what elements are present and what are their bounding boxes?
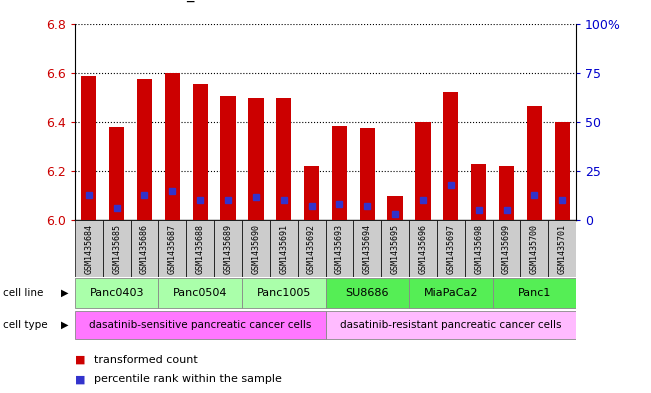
- Bar: [75, 278, 158, 308]
- Bar: [415, 122, 430, 220]
- Bar: [242, 220, 270, 277]
- Text: dasatinib-resistant pancreatic cancer cells: dasatinib-resistant pancreatic cancer ce…: [340, 320, 562, 330]
- Bar: [75, 311, 326, 339]
- Bar: [158, 220, 186, 277]
- Text: Panc0504: Panc0504: [173, 288, 227, 298]
- Bar: [359, 128, 375, 220]
- Bar: [304, 166, 319, 220]
- Text: GSM1435691: GSM1435691: [279, 224, 288, 274]
- Bar: [555, 122, 570, 220]
- Text: GSM1435697: GSM1435697: [447, 224, 455, 274]
- Text: ▶: ▶: [61, 320, 68, 330]
- Bar: [186, 220, 214, 277]
- Text: cell line: cell line: [3, 288, 44, 298]
- Bar: [381, 220, 409, 277]
- Text: GSM1435688: GSM1435688: [196, 224, 204, 274]
- Bar: [158, 278, 242, 308]
- Text: GSM1435693: GSM1435693: [335, 224, 344, 274]
- Text: GSM1435701: GSM1435701: [558, 224, 567, 274]
- Bar: [193, 84, 208, 220]
- Text: GDS5627 / ILMN_2259467: GDS5627 / ILMN_2259467: [68, 0, 260, 2]
- Bar: [465, 220, 493, 277]
- Text: Panc0403: Panc0403: [89, 288, 144, 298]
- Text: MiaPaCa2: MiaPaCa2: [424, 288, 478, 298]
- Bar: [353, 220, 381, 277]
- Text: GSM1435696: GSM1435696: [419, 224, 428, 274]
- Text: GSM1435699: GSM1435699: [502, 224, 511, 274]
- Text: GSM1435698: GSM1435698: [474, 224, 483, 274]
- Bar: [298, 220, 326, 277]
- Bar: [409, 278, 493, 308]
- Bar: [214, 220, 242, 277]
- Text: GSM1435700: GSM1435700: [530, 224, 539, 274]
- Bar: [493, 220, 520, 277]
- Text: dasatinib-sensitive pancreatic cancer cells: dasatinib-sensitive pancreatic cancer ce…: [89, 320, 311, 330]
- Text: GSM1435685: GSM1435685: [112, 224, 121, 274]
- Bar: [103, 220, 131, 277]
- Bar: [326, 220, 353, 277]
- Bar: [499, 166, 514, 220]
- Text: ■: ■: [75, 374, 85, 384]
- Text: transformed count: transformed count: [94, 354, 198, 365]
- Bar: [527, 106, 542, 220]
- Bar: [443, 92, 458, 220]
- Bar: [137, 79, 152, 220]
- Text: cell type: cell type: [3, 320, 48, 330]
- Bar: [548, 220, 576, 277]
- Text: GSM1435689: GSM1435689: [223, 224, 232, 274]
- Bar: [409, 220, 437, 277]
- Bar: [165, 73, 180, 220]
- Bar: [221, 96, 236, 220]
- Text: Panc1: Panc1: [518, 288, 551, 298]
- Text: Panc1005: Panc1005: [256, 288, 311, 298]
- Text: ▶: ▶: [61, 288, 68, 298]
- Bar: [109, 127, 124, 220]
- Bar: [437, 220, 465, 277]
- Text: GSM1435686: GSM1435686: [140, 224, 149, 274]
- Bar: [471, 163, 486, 220]
- Bar: [332, 125, 347, 220]
- Bar: [493, 278, 576, 308]
- Bar: [326, 278, 409, 308]
- Text: GSM1435692: GSM1435692: [307, 224, 316, 274]
- Bar: [270, 220, 298, 277]
- Bar: [276, 99, 292, 220]
- Text: ■: ■: [75, 354, 85, 365]
- Bar: [81, 76, 96, 220]
- Bar: [131, 220, 158, 277]
- Bar: [242, 278, 326, 308]
- Text: GSM1435695: GSM1435695: [391, 224, 400, 274]
- Text: GSM1435687: GSM1435687: [168, 224, 177, 274]
- Bar: [75, 220, 103, 277]
- Text: GSM1435684: GSM1435684: [84, 224, 93, 274]
- Text: GSM1435690: GSM1435690: [251, 224, 260, 274]
- Text: SU8686: SU8686: [346, 288, 389, 298]
- Bar: [326, 311, 576, 339]
- Bar: [520, 220, 548, 277]
- Text: GSM1435694: GSM1435694: [363, 224, 372, 274]
- Bar: [248, 99, 264, 220]
- Bar: [387, 196, 403, 220]
- Text: percentile rank within the sample: percentile rank within the sample: [94, 374, 283, 384]
